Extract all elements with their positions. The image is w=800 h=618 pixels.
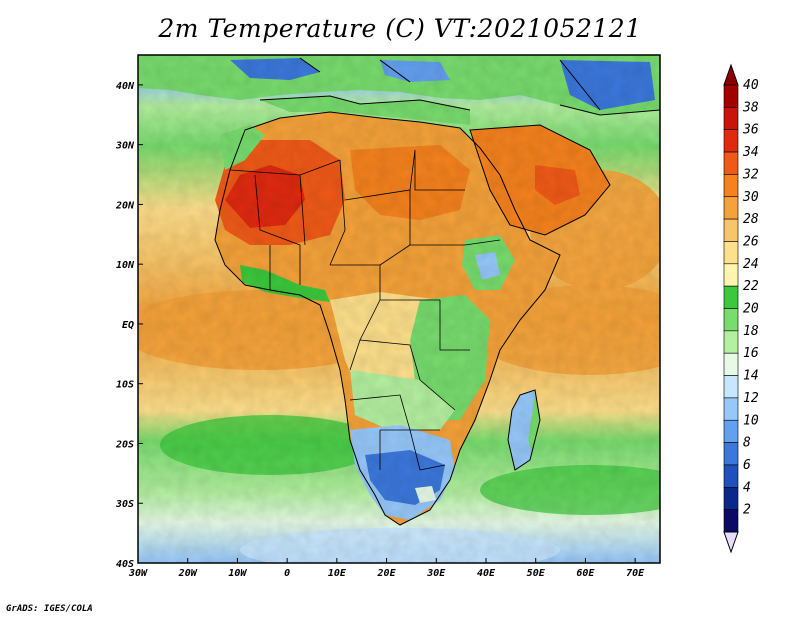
lon-tick-label: 30W [128,568,148,579]
lat-tick-label: 40S [116,559,134,570]
colorbar-label: 28 [743,212,759,227]
colorbar-label: 24 [743,257,759,272]
colorbar: 40 38 36 34 32 30 28 26 24 22 20 18 16 14 12 10 8 6 4 2 [723,63,759,554]
lon-tick-label: 40E [477,568,496,579]
colorbar-swatch [723,486,739,510]
colorbar-label: 34 [742,145,759,160]
colorbar-label: 10 [743,413,759,428]
colorbar-label: 36 [742,123,759,138]
lat-tick-label: 20S [115,439,134,450]
map-title: 2m Temperature (C) VT:2021052121 [158,14,642,43]
colorbar-label: 14 [743,369,759,384]
lon-tick-label: 10W [228,568,247,579]
colorbar-swatch [723,308,739,332]
colorbar-swatch [723,464,739,488]
longitude-axis: 30W 20W 10W 0 10E 20E 30E 40E 50E 60E 70E [128,558,645,579]
colorbar-swatch [723,330,739,354]
colorbar-swatch [723,129,739,153]
colorbar-swatch [723,442,739,466]
colorbar-label: 16 [743,346,759,361]
colorbar-label: 6 [743,458,751,473]
colorbar-swatch [723,107,739,130]
lat-tick-label: 10N [116,260,135,271]
colorbar-label: 20 [743,302,759,317]
lon-tick-label: 30E [426,568,446,579]
colorbar-label: 4 [743,480,751,495]
colorbar-top-arrow [723,63,739,86]
lat-tick-label: 40N [116,81,135,92]
colorbar-label: 32 [742,167,759,182]
plot-frame [137,54,661,564]
lat-tick-label: 30N [115,141,135,152]
lon-tick-label: 70E [626,568,645,579]
lon-tick-label: 20W [178,568,198,579]
colorbar-swatch [723,218,739,242]
colorbar-label: 38 [742,100,759,115]
colorbar-swatch [723,375,739,399]
lon-tick-label: 0 [284,568,290,579]
colorbar-label: 8 [743,436,751,451]
country-borders [214,57,660,526]
colorbar-swatch [723,509,739,533]
lat-tick-label: EQ [122,320,134,331]
lon-tick-label: 60E [576,568,595,579]
lat-tick-label: 30S [115,499,134,510]
colorbar-swatch [723,241,739,265]
lat-tick-label: 20N [115,200,135,211]
colorbar-label: 18 [743,324,759,339]
colorbar-label: 2 [743,503,751,518]
colorbar-swatch [723,352,739,376]
colorbar-label: 12 [743,391,759,406]
lon-tick-label: 10E [328,568,347,579]
lon-tick-label: 50E [527,568,546,579]
colorbar-label: 26 [743,234,759,249]
latitude-axis: 40N 30N 20N 10N EQ 10S 20S 30S 40S [115,81,143,570]
colorbar-label: 22 [743,279,759,294]
colorbar-swatch [723,285,739,309]
colorbar-swatch [723,151,739,175]
colorbar-swatch [723,419,739,443]
credit-text: GrADS: IGES/COLA [6,604,93,614]
map-field [138,55,660,563]
colorbar-label: 40 [743,78,759,93]
colorbar-swatch [723,174,739,198]
colorbar-label: 30 [742,190,759,205]
colorbar-swatch [723,196,739,220]
colorbar-swatch [723,84,739,108]
colorbar-swatch [723,397,739,421]
colorbar-swatch [723,263,739,287]
lat-tick-label: 10S [116,380,134,391]
colorbar-bottom-arrow [723,531,739,554]
lon-tick-label: 20E [377,568,397,579]
